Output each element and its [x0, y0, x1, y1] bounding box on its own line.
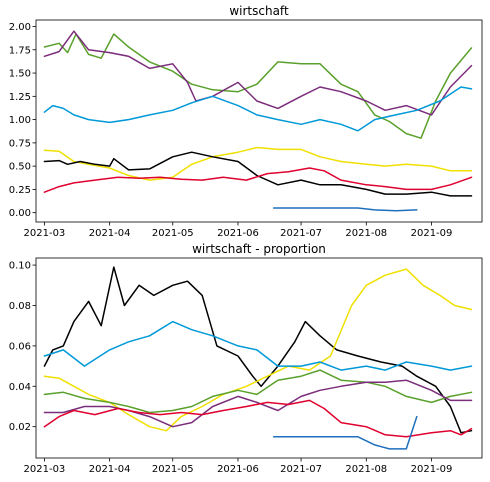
series-line-sky: [43, 86, 473, 132]
series-line-black: [43, 266, 473, 434]
series-line-red: [43, 167, 473, 193]
series-line-sky: [43, 320, 473, 371]
series-line-blue: [272, 415, 418, 450]
x-tick-label: 2021-05: [152, 464, 194, 475]
chart-title: wirtschaft: [229, 4, 289, 18]
x-tick-label: 2021-06: [217, 228, 259, 239]
x-tick-label: 2021-09: [411, 464, 453, 475]
x-tick-label: 2021-07: [280, 464, 322, 475]
y-tick-label: 0.00: [9, 208, 31, 219]
series-line-green: [43, 33, 473, 139]
series-group: [43, 30, 473, 212]
y-tick-label: 1.50: [9, 69, 31, 80]
x-tick-label: 2021-08: [345, 228, 387, 239]
series-line-gold: [43, 146, 473, 181]
series-line-gold: [43, 268, 473, 432]
series-line-blue: [272, 207, 418, 212]
series-line-black: [43, 151, 473, 197]
y-tick-label: 2.00: [9, 22, 31, 33]
chart-panel-2: wirtschaft - proportion 2021-03 2021-04 202…: [9, 242, 483, 475]
x-tick-label: 2021-07: [280, 228, 322, 239]
x-tick-label: 2021-03: [24, 464, 66, 475]
y-tick-label: 1.00: [9, 115, 31, 126]
x-tick-label: 2021-04: [89, 464, 131, 475]
x-tick-label: 2021-05: [152, 228, 194, 239]
y-tick-label: 0.50: [9, 162, 31, 173]
chart-panel-1: wirtschaft 2021-03 2021-04 2021-05 2021-06 20…: [9, 4, 483, 239]
x-tick-label: 2021-09: [411, 228, 453, 239]
plot-frame: [35, 19, 483, 223]
series-line-purple: [43, 379, 473, 428]
y-tick-label: 1.25: [9, 92, 31, 103]
x-tick-label: 2021-03: [24, 228, 66, 239]
series-line-green: [43, 369, 473, 414]
x-tick-label: 2021-08: [345, 464, 387, 475]
y-tick-label: 0.02: [9, 422, 31, 433]
y-tick-label: 0.25: [9, 185, 31, 196]
x-tick-label: 2021-06: [217, 464, 259, 475]
plot-frame: [35, 257, 483, 459]
series-line-red: [43, 399, 473, 438]
y-tick-label: 1.75: [9, 45, 31, 56]
y-tick-label: 0.10: [9, 261, 31, 272]
y-tick-label: 0.75: [9, 138, 31, 149]
chart-title: wirtschaft - proportion: [192, 242, 326, 256]
y-tick-label: 0.04: [9, 382, 31, 393]
series-group: [43, 266, 473, 450]
y-tick-label: 0.08: [9, 301, 31, 312]
y-tick-label: 0.06: [9, 341, 31, 352]
series-line-purple: [43, 30, 473, 116]
x-tick-label: 2021-04: [89, 228, 131, 239]
